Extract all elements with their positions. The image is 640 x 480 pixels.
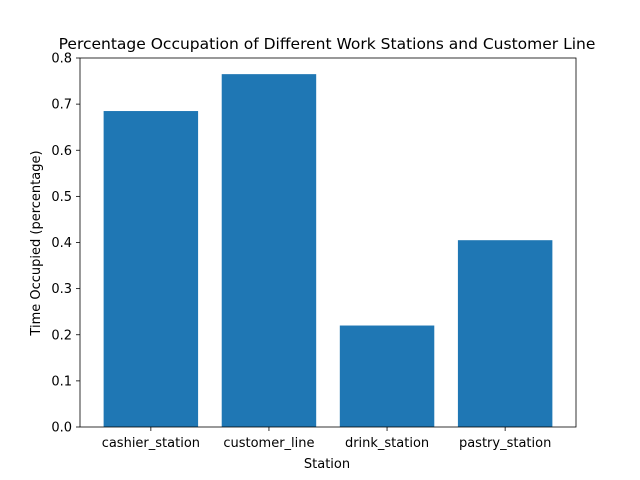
x-tick-label-cashier_station: cashier_station [102, 436, 200, 451]
y-tick-label-0.1: 0.1 [51, 374, 72, 389]
bar-cashier_station [103, 111, 199, 427]
y-tick-label-0.6: 0.6 [51, 144, 72, 159]
bar-pastry_station [457, 240, 553, 427]
y-tick-label-0.2: 0.2 [51, 328, 72, 343]
plot-area: cashier_station customer_line drink_statio… [51, 52, 577, 451]
y-axis-label: Time Occupied (percentage) [29, 150, 44, 336]
y-tick-label-0.0: 0.0 [51, 421, 72, 436]
y-tick-label-0.5: 0.5 [51, 190, 72, 205]
x-tick-label-drink_station: drink_station [345, 436, 429, 451]
y-tick-label-0.3: 0.3 [51, 282, 72, 297]
x-axis-label: Station [304, 457, 350, 472]
y-tick-label-0.4: 0.4 [51, 236, 72, 251]
x-tick-label-customer_line: customer_line [223, 436, 314, 451]
x-tick-label-pastry_station: pastry_station [459, 436, 551, 451]
plot-frame [79, 57, 577, 428]
bar-drink_station [339, 325, 435, 427]
y-tick-label-0.8: 0.8 [51, 52, 72, 67]
chart-title: Percentage Occupation of Different Work … [59, 35, 596, 53]
y-tick-label-0.7: 0.7 [51, 98, 72, 113]
bar-customer_line [221, 74, 317, 428]
